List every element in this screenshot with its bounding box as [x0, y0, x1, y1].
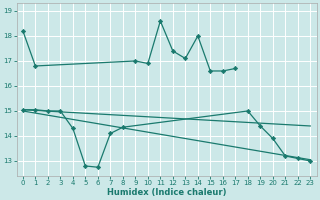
X-axis label: Humidex (Indice chaleur): Humidex (Indice chaleur): [107, 188, 226, 197]
